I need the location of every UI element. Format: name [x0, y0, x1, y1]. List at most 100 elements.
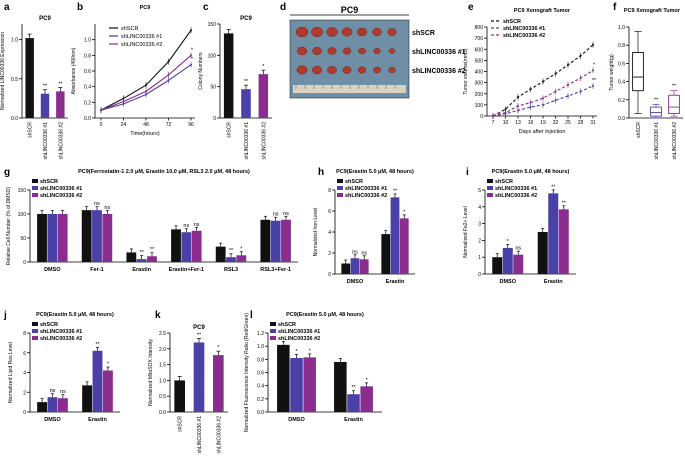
b-x-tick-label: 0 [100, 122, 103, 128]
l-x-tick-label: DMSO [288, 417, 305, 423]
e-point [517, 96, 519, 99]
k-title: PC9 [193, 325, 205, 331]
c-y-tick-label: 0 [213, 116, 216, 122]
l-legend-label: shSCR [278, 322, 296, 328]
e-x-tick-label: 19 [540, 120, 546, 126]
l-y-tick-label: 1.2 [257, 331, 264, 337]
e-x-tick-label: 13 [515, 120, 521, 126]
g-bar [191, 230, 202, 262]
panel-letter-c: c [203, 2, 209, 13]
d-tumor [327, 47, 337, 55]
i-bar [548, 193, 559, 274]
j-x-tick-label: DMSO [44, 417, 61, 423]
h-legend-label: shLINC00336 #1 [345, 186, 387, 192]
e-point [517, 109, 519, 112]
c-title: PC9 [240, 16, 252, 22]
g-title: PC9(Ferrostatin-1 2.0 μM, Erastin 10.0 μ… [78, 169, 250, 175]
e-title: PC9 Xenograft Tumor [514, 8, 571, 14]
l-y-tick-label: 1.0 [257, 344, 264, 350]
h-bar [359, 259, 369, 274]
a-sig: ** [58, 81, 63, 87]
e-sig: * [593, 62, 596, 68]
i-x-tick-label: DMSO [500, 279, 517, 285]
j-bar [57, 398, 68, 412]
d-row-label: shSCR [412, 30, 435, 37]
c-bar [241, 89, 251, 118]
c-sig: * [262, 64, 265, 70]
d-row-label: shLINC00336 #1 [412, 49, 466, 56]
c-y-tick-label: 50 [210, 85, 216, 91]
h-sig: ** [393, 188, 398, 194]
j-legend-swatch [32, 336, 38, 340]
g-bar [147, 256, 157, 262]
k-y-tick-label: 1.0 [159, 378, 166, 384]
g-bar [236, 255, 247, 262]
j-legend-label: shLINC00336 #1 [40, 329, 82, 335]
d-tumor [296, 65, 308, 75]
c-sig: ** [244, 79, 249, 85]
h-y-tick-label: 6 [328, 209, 331, 215]
i-y-label: Normalized Fe2+ Level [463, 206, 469, 258]
g-x-tick-label: DMSO [44, 267, 61, 273]
i-legend-label: shLINC00336 #2 [495, 193, 537, 199]
d-tumor [372, 28, 382, 36]
i-bar [502, 247, 513, 274]
b-point [122, 97, 125, 100]
a-bar [25, 38, 34, 118]
l-y-label: Normalized Fluorescence Intensity Ratio … [244, 313, 250, 432]
h-bar [390, 197, 400, 274]
h-legend-swatch [337, 186, 343, 190]
f-y-tick-label: 1.0 [618, 25, 625, 31]
e-point [517, 104, 519, 107]
e-point [529, 101, 532, 104]
l-bar [303, 357, 316, 412]
e-point [529, 106, 532, 109]
e-point [567, 83, 569, 86]
h-sig: * [403, 209, 406, 215]
e-y-tick-label: 600 [475, 47, 484, 53]
panel-letter-d: d [280, 2, 286, 13]
d-tumor [373, 48, 381, 54]
l-title: PC9(Erastin 5.0 μM, 48 hours) [286, 312, 364, 318]
k-y-tick-label: 2.0 [159, 347, 166, 353]
b-y-tick-label: 0.6 [84, 69, 91, 75]
f-y-tick-label: 0.2 [618, 98, 625, 104]
e-legend-label: shSCR [503, 19, 521, 25]
h-legend-swatch [337, 179, 343, 183]
b-point [145, 93, 147, 96]
j-y-tick-label: 8 [23, 331, 26, 337]
d-tumor [327, 66, 337, 74]
d-tumor [311, 27, 323, 37]
j-sig: ns [50, 388, 56, 394]
a-x-tick-label: shLINC00336 #2 [58, 122, 64, 160]
b-point [190, 63, 192, 66]
a-x-tick-label: shLINC00336 #1 [43, 122, 49, 160]
e-x-label: Days after injection [519, 129, 566, 135]
i-sig: ** [562, 200, 567, 206]
g-sig: ns [194, 222, 200, 228]
e-y-tick-label: 500 [475, 58, 484, 64]
b-x-tick-label: 48 [143, 122, 149, 128]
h-bar [399, 218, 409, 274]
j-y-tick-label: 2 [23, 390, 26, 396]
d-tumor [388, 67, 396, 73]
i-legend-swatch [487, 179, 493, 183]
l-y-tick-label: 0.8 [257, 357, 264, 363]
e-point [554, 72, 557, 75]
l-bar [360, 386, 373, 412]
b-point [190, 29, 192, 32]
d-title: PC9 [341, 5, 359, 15]
k-y-label: Normalized MitoSOX Intensity [148, 339, 154, 406]
panel-letter-f: f [613, 2, 617, 13]
d-tumor [295, 26, 309, 38]
g-legend-swatch [32, 193, 38, 197]
k-bar [193, 342, 205, 412]
e-point [592, 43, 594, 46]
e-point [567, 63, 569, 66]
a-x-tick-label: shSCR [28, 122, 34, 138]
f-y-tick-label: 0.4 [618, 80, 625, 86]
h-sig: ns [361, 250, 367, 256]
i-title: PC9(Erastin 5.0 μM, 48 hours) [492, 169, 570, 175]
i-sig: * [507, 239, 510, 245]
g-bar [226, 257, 236, 262]
